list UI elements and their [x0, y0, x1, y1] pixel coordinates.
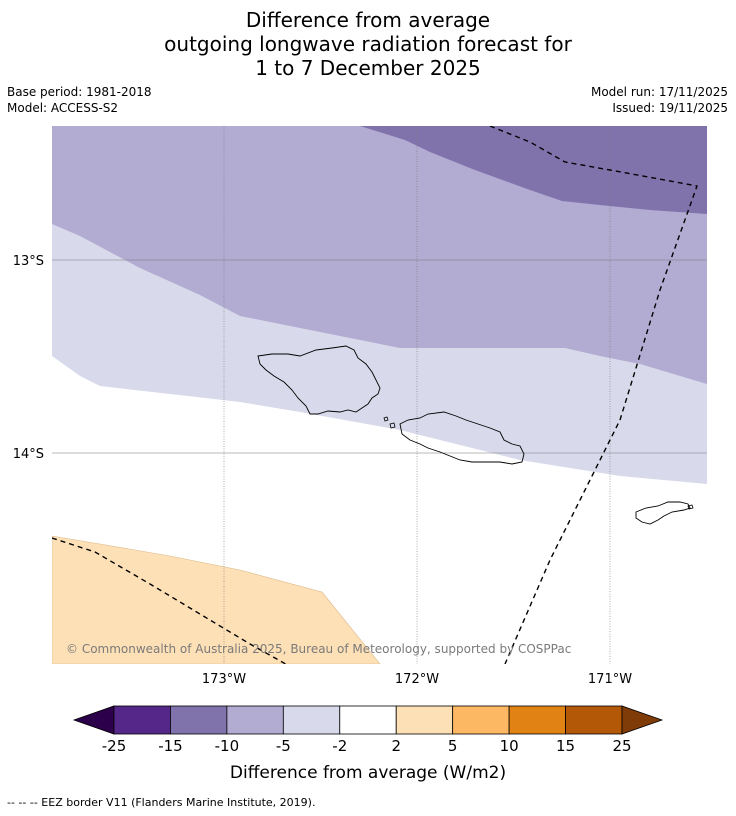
lon-label-172w: 172°W	[395, 672, 439, 687]
colorbar-segment	[395, 705, 454, 735]
island-tutuila	[635, 501, 691, 525]
colorbar-extend-high	[621, 705, 664, 735]
lon-label-173w: 173°W	[202, 672, 246, 687]
meta-left: Base period: 1981-2018 Model: ACCESS-S2	[7, 84, 152, 116]
title-line-1: Difference from average	[245, 8, 491, 32]
model-run: Model run: 17/11/2025	[590, 85, 728, 99]
island-manono	[383, 416, 389, 422]
colorbar-segment	[282, 705, 341, 735]
model-name: Model: ACCESS-S2	[7, 101, 119, 115]
colorbar-segment	[508, 705, 566, 735]
island-aunuu	[687, 504, 694, 510]
base-period: Base period: 1981-2018	[7, 85, 152, 99]
island-savaii	[257, 345, 381, 415]
graticule	[52, 126, 707, 664]
island-apolima	[389, 422, 396, 429]
colorbar-segment	[226, 705, 284, 735]
colorbar-tick-label: 5	[448, 737, 458, 755]
lat-label-13s: 13°S	[13, 254, 44, 269]
eez-borders	[52, 126, 698, 664]
colorbar-tick-label: 2	[391, 737, 401, 755]
meta-right: Model run: 17/11/2025 Issued: 19/11/2025	[591, 84, 728, 116]
copyright-text: © Commonwealth of Australia 2025, Bureau…	[66, 642, 571, 656]
colorbar-tick-label: -15	[158, 737, 183, 755]
anomaly-band-minus15-minus10	[360, 126, 707, 214]
colorbar-segment	[452, 705, 510, 735]
colorbar-segment	[565, 705, 623, 735]
colorbar-tick-label: -5	[276, 737, 291, 755]
eez-border-samoa-east	[489, 126, 698, 664]
colorbar-label: Difference from average (W/m2)	[230, 763, 506, 783]
colorbar-extend-low	[72, 705, 115, 735]
issued-date: Issued: 19/11/2025	[612, 101, 728, 115]
lat-label-14s: 14°S	[13, 447, 44, 462]
colorbar-tick-label: -25	[102, 737, 127, 755]
eez-border-southwest	[52, 537, 288, 664]
colorbar-tick-label: 25	[612, 737, 631, 755]
eez-footnote: -- -- -- EEZ border V11 (Flanders Marine…	[7, 796, 316, 809]
colorbar-tick-label: -2	[332, 737, 347, 755]
title-line-2: outgoing longwave radiation forecast for	[164, 32, 572, 56]
colorbar-segment	[170, 705, 228, 735]
lon-label-171w: 171°W	[588, 672, 632, 687]
island-upolu	[399, 411, 525, 465]
colorbar-tick-label: 15	[556, 737, 575, 755]
colorbar-tick-label: -10	[215, 737, 240, 755]
colorbar-legend: -25 -15 -10 -5 -2 2 5 10 15 25	[72, 705, 664, 755]
colorbar-segment	[339, 705, 397, 735]
map-area	[52, 126, 707, 664]
title-line-3: 1 to 7 December 2025	[255, 56, 481, 80]
colorbar-tick-label: 10	[500, 737, 519, 755]
anomaly-band-plus2-plus5	[52, 535, 381, 664]
colorbar-segment	[113, 705, 171, 735]
